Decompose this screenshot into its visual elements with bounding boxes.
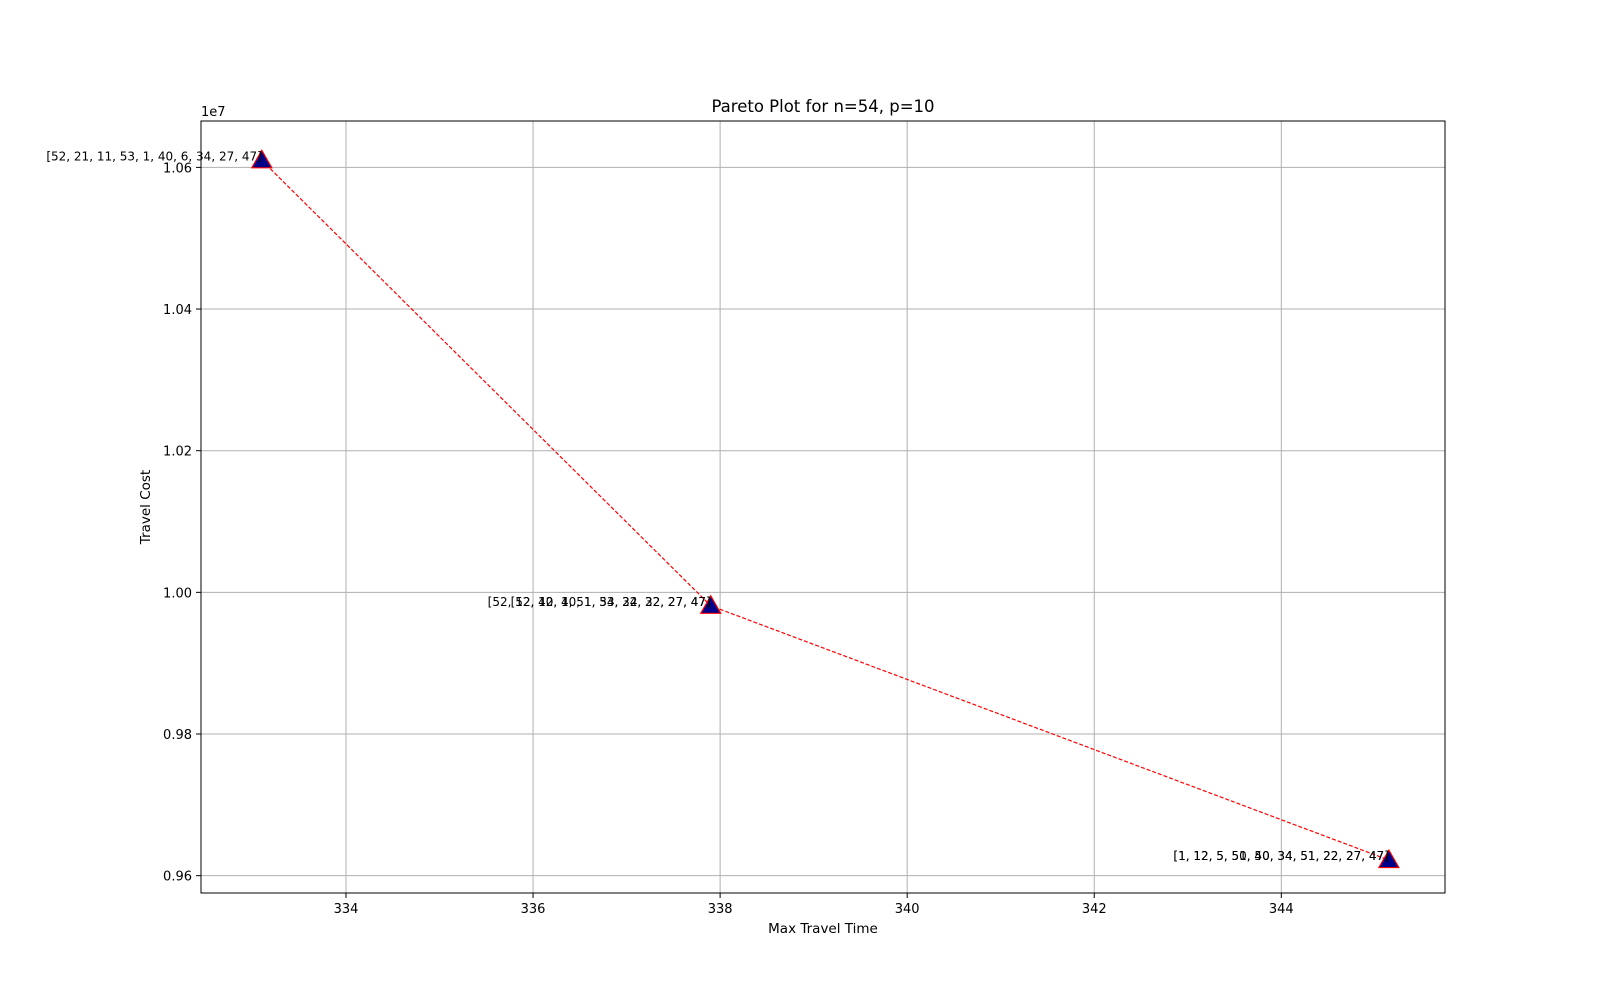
y-tick-label: 1.04 [163, 303, 192, 318]
x-tick-label: 338 [708, 902, 733, 917]
pareto-point-marker [699, 594, 722, 614]
x-tick-label: 344 [1269, 902, 1294, 917]
marker-layer [250, 149, 1400, 869]
pareto-point-label: [52, 21, 11, 53, 1, 40, 6, 34, 27, 47] [46, 149, 261, 163]
x-axis-label: Max Travel Time [768, 921, 878, 937]
x-tick-label: 340 [895, 902, 920, 917]
x-tick-label: 336 [521, 902, 546, 917]
pareto-point-label: [1, 12, 5, 51, 50, 34, 51, 22, 27, 47] [1173, 849, 1388, 863]
pareto-front-line [261, 159, 1390, 861]
pareto-point-marker [250, 149, 273, 169]
point-label-layer: [52, 21, 11, 53, 1, 40, 6, 34, 27, 47] [5… [46, 149, 1389, 863]
pareto-point-label: [1, 12, 5, 50, 40, 34, 51, 22, 27, 47] [1173, 849, 1388, 863]
x-tick-label: 342 [1082, 902, 1107, 917]
x-tick-layer: 334 336 338 340 342 344 [334, 893, 1294, 917]
chart-title: Pareto Plot for n=54, p=10 [711, 97, 934, 116]
y-tick-label: 0.96 [163, 870, 192, 885]
pareto-point-label: [52, 12, 40, 1, 53, 22, 32, 27, 47] [511, 595, 711, 609]
plot-frame [200, 120, 1446, 894]
series-line-layer [261, 159, 1390, 861]
y-axis-label: Travel Cost [138, 470, 154, 545]
y-tick-label: 1.02 [163, 445, 192, 460]
x-tick-label: 334 [334, 902, 359, 917]
y-tick-label: 1.00 [163, 586, 192, 601]
y-offset-label: 1e7 [201, 105, 226, 120]
pareto-point-label: [52, 12, 40, 1, 51, 34, 34, 22, 27, 47] [488, 595, 711, 609]
y-tick-label: 0.98 [163, 728, 192, 743]
pareto-point-marker [1377, 848, 1400, 869]
y-tick-layer: 0.96 0.98 1.00 1.02 1.04 1.06 [163, 161, 201, 885]
y-tick-label: 1.06 [163, 161, 192, 176]
grid-layer [201, 121, 1445, 893]
